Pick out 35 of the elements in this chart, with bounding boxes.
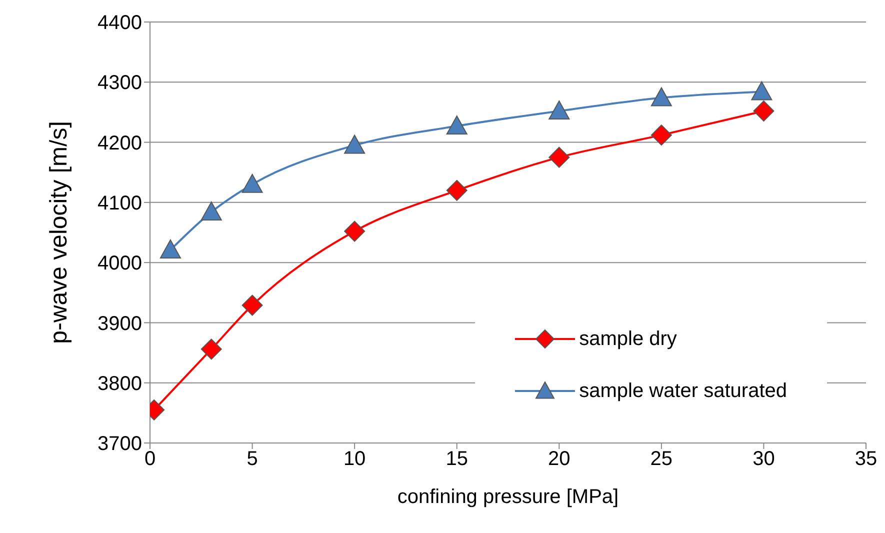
y-tick-label: 4000: [98, 252, 142, 275]
x-tick-label: 0: [144, 448, 156, 470]
point: [650, 87, 672, 106]
x-tick-label: 20: [548, 448, 570, 470]
x-tick-label: 25: [650, 448, 673, 470]
y-tick-label: 4100: [98, 192, 142, 215]
x-tick-label: 15: [446, 448, 468, 470]
y-tick-label: 3800: [98, 372, 142, 395]
point: [242, 174, 263, 193]
y-tick-label: 3900: [98, 312, 142, 335]
point: [753, 100, 774, 122]
point: [242, 294, 263, 316]
x-axis-title: confining pressure [MPa]: [397, 486, 619, 508]
x-tick-label: 30: [752, 448, 775, 470]
x-tick-label: 35: [854, 448, 878, 470]
point: [200, 202, 222, 221]
y-tick-label: 4200: [98, 132, 142, 154]
y-tick-label: 4300: [98, 72, 142, 94]
point: [548, 100, 570, 120]
x-tick-label: 10: [343, 448, 366, 470]
point: [200, 338, 222, 360]
legend-label: sample water saturated: [579, 380, 787, 402]
legend-label: sample dry: [579, 328, 677, 350]
y-axis-title: p-wave velocity [m/s]: [46, 121, 73, 344]
point: [446, 180, 468, 201]
point: [751, 81, 772, 100]
point: [548, 146, 570, 168]
point: [446, 116, 468, 135]
point: [344, 220, 366, 242]
point: [344, 134, 366, 154]
y-tick-label: 3700: [98, 433, 142, 456]
point: [160, 239, 181, 258]
y-tick-label: 4400: [98, 12, 142, 34]
x-tick-label: 5: [246, 448, 258, 470]
point: [650, 124, 672, 146]
